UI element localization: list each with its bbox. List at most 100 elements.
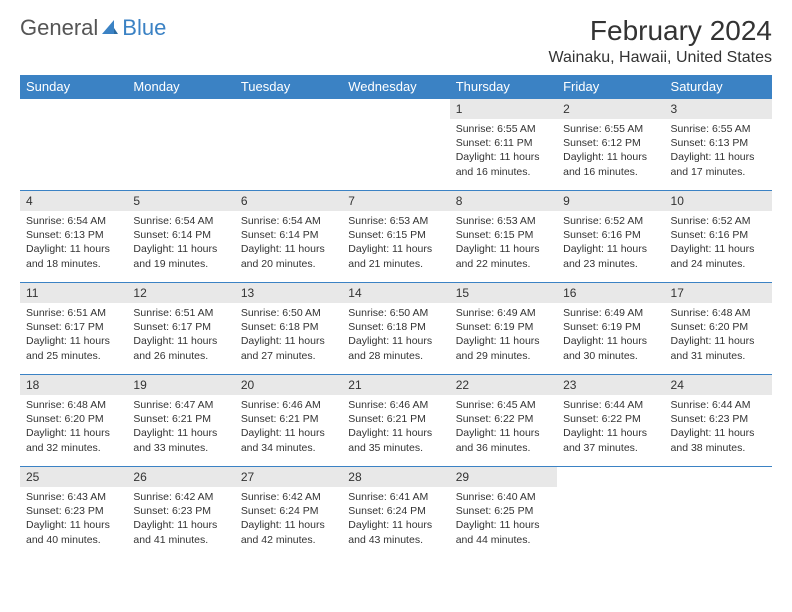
day-info: Sunrise: 6:55 AMSunset: 6:12 PMDaylight:… xyxy=(557,119,664,181)
day-info: Sunrise: 6:54 AMSunset: 6:13 PMDaylight:… xyxy=(20,211,127,273)
day-info: Sunrise: 6:44 AMSunset: 6:23 PMDaylight:… xyxy=(665,395,772,457)
day-number: 16 xyxy=(557,283,664,303)
calendar-day-cell: 19Sunrise: 6:47 AMSunset: 6:21 PMDayligh… xyxy=(127,375,234,467)
day-number: 22 xyxy=(450,375,557,395)
day-number: 13 xyxy=(235,283,342,303)
calendar-day-cell: 29Sunrise: 6:40 AMSunset: 6:25 PMDayligh… xyxy=(450,467,557,559)
calendar-day-cell: 18Sunrise: 6:48 AMSunset: 6:20 PMDayligh… xyxy=(20,375,127,467)
logo-text-2: Blue xyxy=(122,15,166,41)
calendar-day-cell: 25Sunrise: 6:43 AMSunset: 6:23 PMDayligh… xyxy=(20,467,127,559)
day-info: Sunrise: 6:50 AMSunset: 6:18 PMDaylight:… xyxy=(342,303,449,365)
calendar-day-cell: 21Sunrise: 6:46 AMSunset: 6:21 PMDayligh… xyxy=(342,375,449,467)
day-info: Sunrise: 6:46 AMSunset: 6:21 PMDaylight:… xyxy=(235,395,342,457)
logo-text-1: General xyxy=(20,15,98,41)
calendar-day-cell: 27Sunrise: 6:42 AMSunset: 6:24 PMDayligh… xyxy=(235,467,342,559)
day-info: Sunrise: 6:49 AMSunset: 6:19 PMDaylight:… xyxy=(450,303,557,365)
day-number: 23 xyxy=(557,375,664,395)
calendar-empty-cell xyxy=(20,99,127,191)
logo-sail-icon xyxy=(100,18,120,38)
day-number: 2 xyxy=(557,99,664,119)
calendar-day-cell: 15Sunrise: 6:49 AMSunset: 6:19 PMDayligh… xyxy=(450,283,557,375)
day-info: Sunrise: 6:52 AMSunset: 6:16 PMDaylight:… xyxy=(665,211,772,273)
calendar-day-cell: 22Sunrise: 6:45 AMSunset: 6:22 PMDayligh… xyxy=(450,375,557,467)
calendar-row: 18Sunrise: 6:48 AMSunset: 6:20 PMDayligh… xyxy=(20,375,772,467)
calendar-empty-cell xyxy=(342,99,449,191)
weekday-header: Friday xyxy=(557,75,664,99)
day-info: Sunrise: 6:47 AMSunset: 6:21 PMDaylight:… xyxy=(127,395,234,457)
day-info: Sunrise: 6:50 AMSunset: 6:18 PMDaylight:… xyxy=(235,303,342,365)
calendar-day-cell: 17Sunrise: 6:48 AMSunset: 6:20 PMDayligh… xyxy=(665,283,772,375)
day-info: Sunrise: 6:42 AMSunset: 6:24 PMDaylight:… xyxy=(235,487,342,549)
calendar-row: 1Sunrise: 6:55 AMSunset: 6:11 PMDaylight… xyxy=(20,99,772,191)
day-number: 18 xyxy=(20,375,127,395)
calendar-day-cell: 4Sunrise: 6:54 AMSunset: 6:13 PMDaylight… xyxy=(20,191,127,283)
day-number: 24 xyxy=(665,375,772,395)
weekday-header: Thursday xyxy=(450,75,557,99)
day-number: 11 xyxy=(20,283,127,303)
day-info: Sunrise: 6:54 AMSunset: 6:14 PMDaylight:… xyxy=(235,211,342,273)
calendar-day-cell: 12Sunrise: 6:51 AMSunset: 6:17 PMDayligh… xyxy=(127,283,234,375)
day-info: Sunrise: 6:40 AMSunset: 6:25 PMDaylight:… xyxy=(450,487,557,549)
calendar-body: 1Sunrise: 6:55 AMSunset: 6:11 PMDaylight… xyxy=(20,99,772,559)
weekday-header: Sunday xyxy=(20,75,127,99)
day-number: 29 xyxy=(450,467,557,487)
day-number: 6 xyxy=(235,191,342,211)
calendar-day-cell: 13Sunrise: 6:50 AMSunset: 6:18 PMDayligh… xyxy=(235,283,342,375)
day-number: 5 xyxy=(127,191,234,211)
day-info: Sunrise: 6:46 AMSunset: 6:21 PMDaylight:… xyxy=(342,395,449,457)
day-number: 10 xyxy=(665,191,772,211)
location: Wainaku, Hawaii, United States xyxy=(548,49,772,67)
weekday-header-row: SundayMondayTuesdayWednesdayThursdayFrid… xyxy=(20,75,772,99)
day-info: Sunrise: 6:53 AMSunset: 6:15 PMDaylight:… xyxy=(342,211,449,273)
day-info: Sunrise: 6:49 AMSunset: 6:19 PMDaylight:… xyxy=(557,303,664,365)
calendar-empty-cell xyxy=(127,99,234,191)
day-info: Sunrise: 6:55 AMSunset: 6:13 PMDaylight:… xyxy=(665,119,772,181)
day-info: Sunrise: 6:51 AMSunset: 6:17 PMDaylight:… xyxy=(127,303,234,365)
calendar-row: 4Sunrise: 6:54 AMSunset: 6:13 PMDaylight… xyxy=(20,191,772,283)
day-number: 21 xyxy=(342,375,449,395)
day-number: 26 xyxy=(127,467,234,487)
day-info: Sunrise: 6:53 AMSunset: 6:15 PMDaylight:… xyxy=(450,211,557,273)
day-number: 14 xyxy=(342,283,449,303)
calendar-day-cell: 6Sunrise: 6:54 AMSunset: 6:14 PMDaylight… xyxy=(235,191,342,283)
calendar-day-cell: 7Sunrise: 6:53 AMSunset: 6:15 PMDaylight… xyxy=(342,191,449,283)
weekday-header: Monday xyxy=(127,75,234,99)
day-info: Sunrise: 6:55 AMSunset: 6:11 PMDaylight:… xyxy=(450,119,557,181)
calendar-day-cell: 24Sunrise: 6:44 AMSunset: 6:23 PMDayligh… xyxy=(665,375,772,467)
calendar-day-cell: 28Sunrise: 6:41 AMSunset: 6:24 PMDayligh… xyxy=(342,467,449,559)
calendar-day-cell: 11Sunrise: 6:51 AMSunset: 6:17 PMDayligh… xyxy=(20,283,127,375)
weekday-header: Saturday xyxy=(665,75,772,99)
day-number: 17 xyxy=(665,283,772,303)
day-number: 3 xyxy=(665,99,772,119)
calendar-day-cell: 1Sunrise: 6:55 AMSunset: 6:11 PMDaylight… xyxy=(450,99,557,191)
calendar-empty-cell xyxy=(235,99,342,191)
calendar-day-cell: 3Sunrise: 6:55 AMSunset: 6:13 PMDaylight… xyxy=(665,99,772,191)
calendar-day-cell: 26Sunrise: 6:42 AMSunset: 6:23 PMDayligh… xyxy=(127,467,234,559)
day-info: Sunrise: 6:52 AMSunset: 6:16 PMDaylight:… xyxy=(557,211,664,273)
day-info: Sunrise: 6:48 AMSunset: 6:20 PMDaylight:… xyxy=(665,303,772,365)
day-number: 4 xyxy=(20,191,127,211)
calendar-day-cell: 16Sunrise: 6:49 AMSunset: 6:19 PMDayligh… xyxy=(557,283,664,375)
logo: General Blue xyxy=(20,15,166,41)
calendar-row: 11Sunrise: 6:51 AMSunset: 6:17 PMDayligh… xyxy=(20,283,772,375)
day-number: 25 xyxy=(20,467,127,487)
title-block: February 2024 Wainaku, Hawaii, United St… xyxy=(548,15,772,67)
day-info: Sunrise: 6:48 AMSunset: 6:20 PMDaylight:… xyxy=(20,395,127,457)
day-info: Sunrise: 6:51 AMSunset: 6:17 PMDaylight:… xyxy=(20,303,127,365)
header: General Blue February 2024 Wainaku, Hawa… xyxy=(20,15,772,67)
day-number: 7 xyxy=(342,191,449,211)
calendar-day-cell: 2Sunrise: 6:55 AMSunset: 6:12 PMDaylight… xyxy=(557,99,664,191)
calendar-table: SundayMondayTuesdayWednesdayThursdayFrid… xyxy=(20,75,772,559)
calendar-empty-cell xyxy=(665,467,772,559)
calendar-empty-cell xyxy=(557,467,664,559)
calendar-day-cell: 5Sunrise: 6:54 AMSunset: 6:14 PMDaylight… xyxy=(127,191,234,283)
calendar-day-cell: 8Sunrise: 6:53 AMSunset: 6:15 PMDaylight… xyxy=(450,191,557,283)
weekday-header: Wednesday xyxy=(342,75,449,99)
calendar-day-cell: 9Sunrise: 6:52 AMSunset: 6:16 PMDaylight… xyxy=(557,191,664,283)
day-info: Sunrise: 6:54 AMSunset: 6:14 PMDaylight:… xyxy=(127,211,234,273)
calendar-day-cell: 14Sunrise: 6:50 AMSunset: 6:18 PMDayligh… xyxy=(342,283,449,375)
day-info: Sunrise: 6:43 AMSunset: 6:23 PMDaylight:… xyxy=(20,487,127,549)
day-number: 15 xyxy=(450,283,557,303)
calendar-day-cell: 20Sunrise: 6:46 AMSunset: 6:21 PMDayligh… xyxy=(235,375,342,467)
calendar-day-cell: 23Sunrise: 6:44 AMSunset: 6:22 PMDayligh… xyxy=(557,375,664,467)
